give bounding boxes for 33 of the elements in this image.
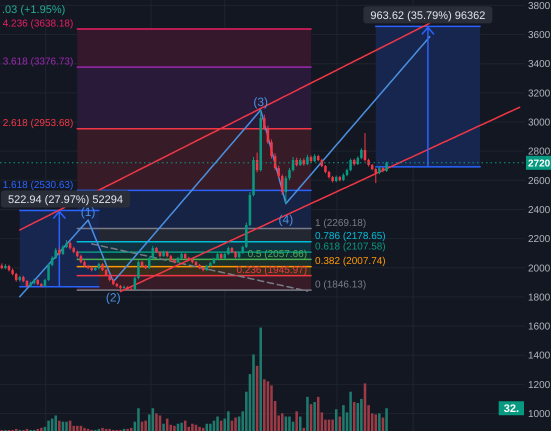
series-label: 4.236 (3638.18)	[2, 18, 74, 30]
y-tick-label: 2400	[528, 204, 551, 216]
annotation: 522.94 (27.97%) 52294	[8, 194, 123, 206]
ref-line-label: 2720	[528, 158, 551, 170]
y-tick-label: 3200	[528, 88, 551, 100]
annotation: .03 (+1.95%)	[2, 4, 66, 16]
annotation: 32.	[504, 403, 520, 416]
y-tick-label: 3000	[528, 118, 551, 128]
annotation: 963.62 (35.79%) 96362	[370, 10, 486, 22]
series-label: 0 (1846.13)	[315, 280, 366, 291]
y-tick-label: 1200	[528, 380, 551, 391]
series-label: 0.382 (2007.74)	[315, 256, 386, 268]
y-tick-label: 3600	[528, 30, 551, 42]
series-label: 0.236 (1945.97)	[236, 265, 308, 276]
annotation: (2)	[106, 290, 121, 305]
y-tick-label: 2000	[528, 263, 551, 274]
series-label: 0.618 (2107.58)	[315, 242, 386, 253]
y-tick-label: 1600	[528, 322, 551, 333]
annotation: (4)	[278, 212, 294, 227]
y-tick-label: 2800	[528, 146, 551, 158]
series-label: 1.618 (2530.63)	[2, 180, 74, 191]
series-label: 2.618 (2953.68)	[2, 118, 74, 130]
series-label: 0.786 (2178.65)	[315, 231, 386, 242]
y-tick-label: 1000	[528, 409, 551, 420]
y-tick-label: 1400	[528, 350, 551, 362]
annotation: (3)	[253, 95, 268, 110]
series-label: 3.618 (3376.73)	[2, 56, 74, 68]
series-label: 1 (2269.18)	[315, 218, 366, 230]
y-tick-label: 1800	[528, 292, 551, 304]
y-tick-label: 3400	[528, 59, 551, 70]
y-tick-label: 3800	[528, 0, 551, 12]
y-tick-label: 2200	[528, 234, 551, 246]
y-tick-label: 2600	[528, 176, 551, 187]
